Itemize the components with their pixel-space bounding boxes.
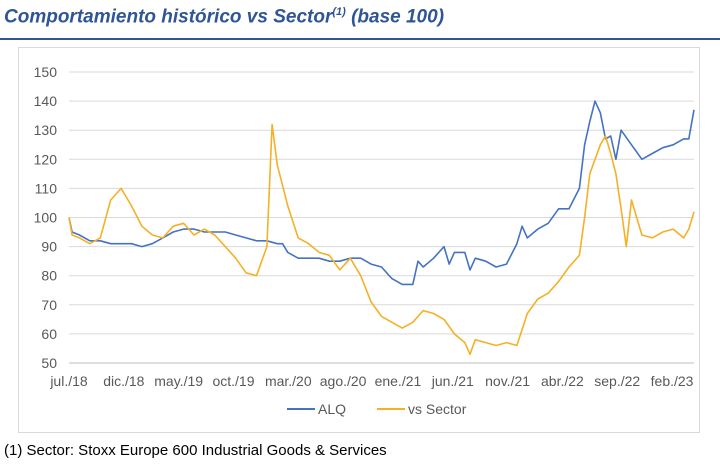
x-tick-label: ene./21 — [375, 373, 422, 389]
title-underline — [0, 38, 720, 40]
x-tick-label: mar./20 — [265, 373, 312, 389]
chart-title: Comportamiento histórico vs Sector(1) (b… — [4, 6, 444, 28]
x-tick-label: jul./18 — [49, 373, 88, 389]
y-tick-label: 110 — [35, 180, 58, 196]
x-tick-label: ago./20 — [320, 373, 367, 389]
legend-label: ALQ — [318, 401, 346, 417]
footnote: (1) Sector: Stoxx Europe 600 Industrial … — [4, 442, 387, 459]
x-tick-label: nov./21 — [485, 373, 530, 389]
y-tick-label: 140 — [34, 93, 58, 109]
y-tick-label: 120 — [34, 151, 58, 167]
chart-title-main: Comportamiento histórico vs Sector — [4, 6, 333, 28]
x-tick-label: dic./18 — [103, 373, 144, 389]
series-line-alq — [68, 100, 695, 286]
y-tick-label: 90 — [41, 239, 57, 255]
chart-title-suffix: (base 100) — [345, 6, 445, 28]
x-tick-label: oct./19 — [212, 373, 254, 389]
x-tick-label: sep./22 — [594, 373, 640, 389]
x-tick-label: may./19 — [154, 373, 203, 389]
y-tick-label: 150 — [34, 64, 58, 80]
y-tick-label: 60 — [41, 326, 57, 342]
series-line-sector — [68, 123, 695, 356]
y-tick-label: 50 — [41, 355, 57, 371]
y-tick-label: 100 — [34, 210, 58, 226]
y-tick-label: 70 — [41, 297, 57, 313]
x-tick-label: jun./21 — [431, 373, 474, 389]
chart-area: 50 60 70 80 90 100 110 120 130 140 150 jul./18 dic./… — [18, 47, 700, 433]
x-tick-label: feb./23 — [651, 373, 694, 389]
legend-label: vs Sector — [408, 401, 467, 417]
y-tick-label: 130 — [34, 122, 58, 138]
chart-title-footnote-ref: (1) — [332, 6, 346, 18]
y-tick-label: 80 — [41, 268, 57, 284]
line-chart: 50 60 70 80 90 100 110 120 130 140 150 jul./18 dic./… — [34, 64, 695, 417]
x-tick-label: abr./22 — [541, 373, 584, 389]
